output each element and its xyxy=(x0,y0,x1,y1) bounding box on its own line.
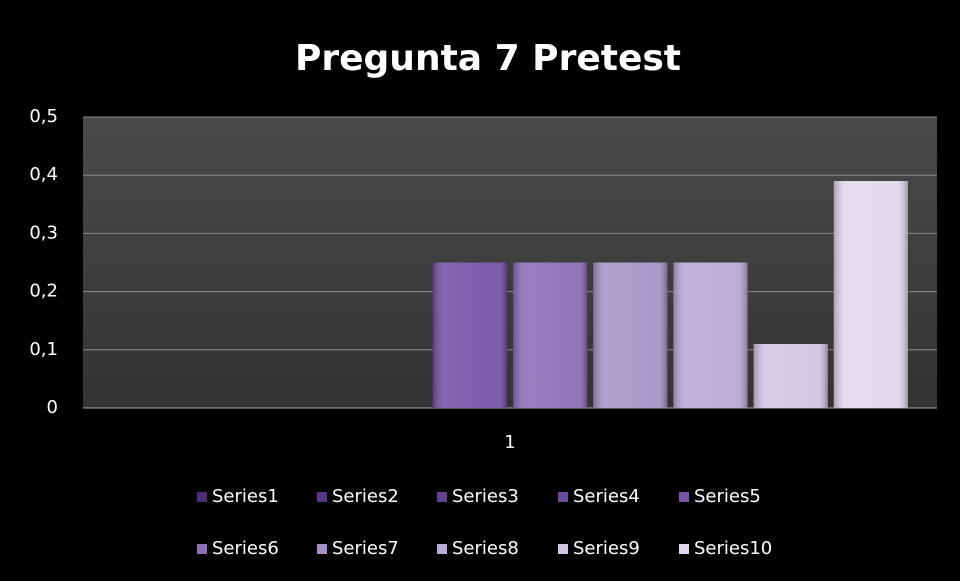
legend-label: Series2 xyxy=(332,486,399,507)
legend-label: Series9 xyxy=(573,538,640,559)
legend-label: Series10 xyxy=(694,538,772,559)
bar-shade xyxy=(432,262,507,408)
legend-marker xyxy=(437,492,447,502)
legend-label: Series6 xyxy=(212,538,279,559)
y-tick-label: 0,5 xyxy=(29,106,58,127)
legend-marker xyxy=(558,544,568,554)
legend-marker xyxy=(317,492,327,502)
y-tick-label: 0,4 xyxy=(29,164,58,185)
chart-title: Pregunta 7 Pretest xyxy=(295,38,681,79)
legend-marker xyxy=(197,544,207,554)
legend-label: Series4 xyxy=(573,486,640,507)
legend-label: Series7 xyxy=(332,538,399,559)
legend-marker xyxy=(679,492,689,502)
legend-marker xyxy=(679,544,689,554)
y-tick-label: 0,2 xyxy=(29,281,58,302)
legend-label: Series1 xyxy=(212,486,279,507)
legend-marker xyxy=(437,544,447,554)
x-tick-label: 1 xyxy=(504,432,515,453)
legend-label: Series5 xyxy=(694,486,761,507)
bar-shade xyxy=(753,343,828,408)
legend-marker xyxy=(197,492,207,502)
y-tick-label: 0,3 xyxy=(29,222,58,243)
legend-marker xyxy=(317,544,327,554)
legend-label: Series3 xyxy=(452,486,519,507)
y-tick-label: 0,1 xyxy=(29,339,58,360)
bar-shade xyxy=(833,181,908,408)
y-tick-label: 0 xyxy=(47,397,58,418)
bar-shade xyxy=(513,262,588,408)
legend-label: Series8 xyxy=(452,538,519,559)
bar-shade xyxy=(673,262,748,408)
legend-marker xyxy=(558,492,568,502)
bar-shade xyxy=(593,262,668,408)
